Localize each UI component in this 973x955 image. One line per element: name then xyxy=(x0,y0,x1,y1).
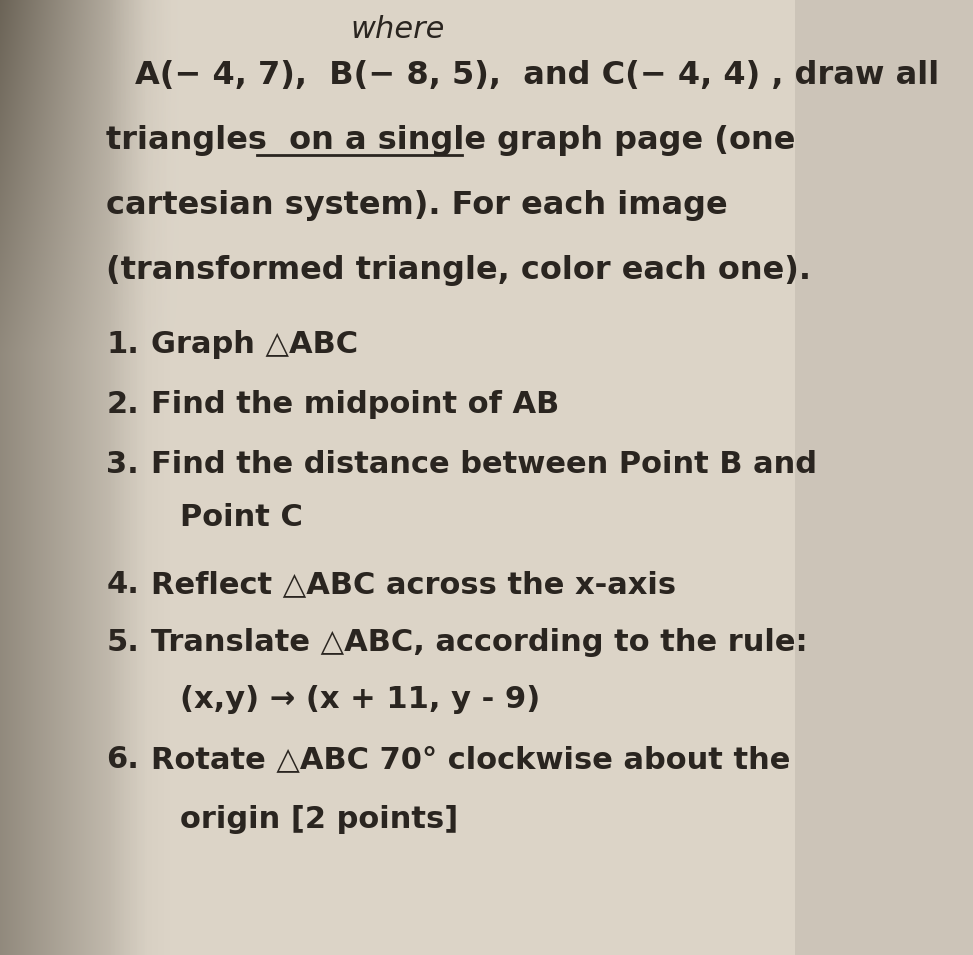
Text: 4.: 4. xyxy=(106,570,139,599)
Text: 6.: 6. xyxy=(106,745,139,774)
Text: Graph △ABC: Graph △ABC xyxy=(151,330,358,359)
Text: A(− 4, 7),  B(− 8, 5),  and C(− 4, 4) , draw all: A(− 4, 7), B(− 8, 5), and C(− 4, 4) , dr… xyxy=(135,60,939,91)
Text: Translate △ABC, according to the rule:: Translate △ABC, according to the rule: xyxy=(151,628,808,657)
Text: Rotate △ABC 70° clockwise about the: Rotate △ABC 70° clockwise about the xyxy=(151,745,790,774)
Text: Reflect △ABC across the x-axis: Reflect △ABC across the x-axis xyxy=(151,570,676,599)
Text: 3.: 3. xyxy=(106,450,139,479)
Text: (transformed triangle, color each one).: (transformed triangle, color each one). xyxy=(106,255,811,286)
Text: cartesian system). For each image: cartesian system). For each image xyxy=(106,190,728,221)
Text: (x,y) → (x + 11, y - 9): (x,y) → (x + 11, y - 9) xyxy=(180,685,540,714)
Text: 1.: 1. xyxy=(106,330,139,359)
Text: Point C: Point C xyxy=(180,503,303,532)
Text: triangles  on a single graph page (one: triangles on a single graph page (one xyxy=(106,125,796,156)
Text: origin [2 points]: origin [2 points] xyxy=(180,805,458,834)
Text: Find the midpoint of AB: Find the midpoint of AB xyxy=(151,390,559,419)
Text: 5.: 5. xyxy=(106,628,139,657)
Text: 2.: 2. xyxy=(106,390,139,419)
Text: Find the distance between Point B and: Find the distance between Point B and xyxy=(151,450,817,479)
Text: where: where xyxy=(350,15,445,44)
